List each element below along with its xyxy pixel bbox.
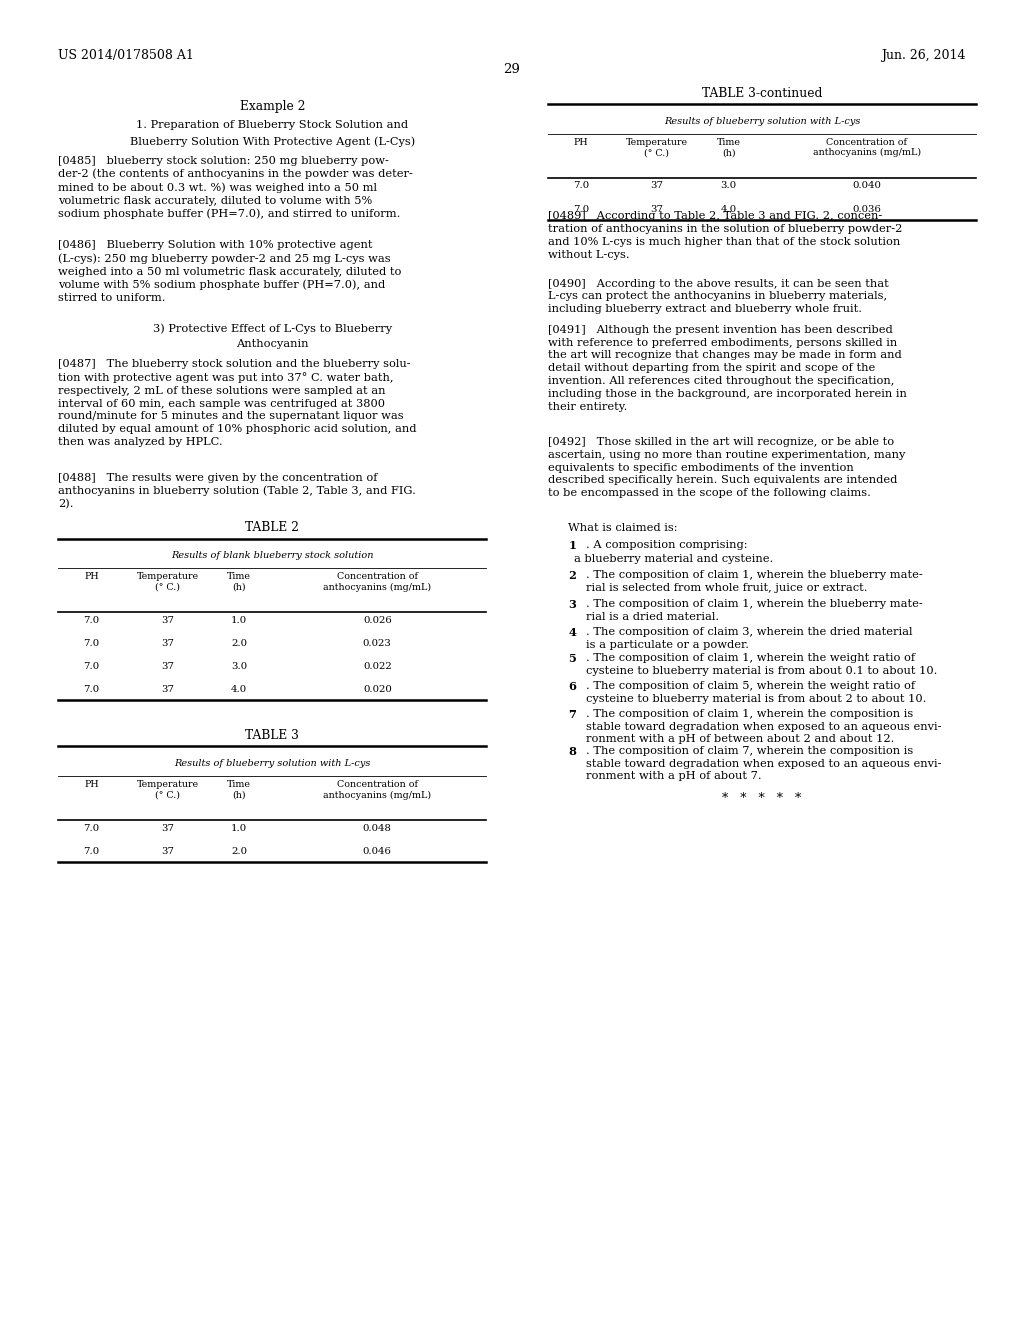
Text: . The composition of claim 3, wherein the dried material
is a particulate or a p: . The composition of claim 3, wherein th… <box>586 627 912 649</box>
Text: 37: 37 <box>161 661 174 671</box>
Text: . The composition of claim 1, wherein the composition is
stable toward degradati: . The composition of claim 1, wherein th… <box>586 709 941 744</box>
Text: 37: 37 <box>161 639 174 648</box>
Text: US 2014/0178508 A1: US 2014/0178508 A1 <box>58 49 195 62</box>
Text: 7.0: 7.0 <box>84 639 99 648</box>
Text: 0.048: 0.048 <box>362 824 392 833</box>
Text: 4.0: 4.0 <box>231 685 247 694</box>
Text: 37: 37 <box>650 205 664 214</box>
Text: . The composition of claim 7, wherein the composition is
stable toward degradati: . The composition of claim 7, wherein th… <box>586 746 941 781</box>
Text: Results of blueberry solution with L-cys: Results of blueberry solution with L-cys <box>174 759 371 768</box>
Text: Temperature
(° C.): Temperature (° C.) <box>136 573 199 591</box>
Text: [0485]   blueberry stock solution: 250 mg blueberry pow-
der-2 (the contents of : [0485] blueberry stock solution: 250 mg … <box>58 156 414 219</box>
Text: 3) Protective Effect of L-Cys to Blueberry: 3) Protective Effect of L-Cys to Blueber… <box>153 323 392 334</box>
Text: 7.0: 7.0 <box>84 685 99 694</box>
Text: 1: 1 <box>568 540 577 550</box>
Text: PH: PH <box>573 137 589 147</box>
Text: 0.020: 0.020 <box>362 685 391 694</box>
Text: Temperature
(° C.): Temperature (° C.) <box>626 137 688 157</box>
Text: TABLE 3-continued: TABLE 3-continued <box>701 87 822 100</box>
Text: 4.0: 4.0 <box>721 205 736 214</box>
Text: 0.023: 0.023 <box>362 639 392 648</box>
Text: . The composition of claim 1, wherein the blueberry mate-
rial is a dried materi: . The composition of claim 1, wherein th… <box>586 599 923 622</box>
Text: PH: PH <box>84 780 99 789</box>
Text: 7: 7 <box>568 709 577 719</box>
Text: 7.0: 7.0 <box>84 824 99 833</box>
Text: 2: 2 <box>568 570 577 581</box>
Text: Anthocyanin: Anthocyanin <box>237 339 308 350</box>
Text: TABLE 3: TABLE 3 <box>246 729 299 742</box>
Text: [0487]   The blueberry stock solution and the blueberry solu-
tion with protecti: [0487] The blueberry stock solution and … <box>58 359 417 447</box>
Text: Blueberry Solution With Protective Agent (L-Cys): Blueberry Solution With Protective Agent… <box>130 136 415 147</box>
Text: TABLE 2: TABLE 2 <box>246 521 299 535</box>
Text: [0491]   Although the present invention has been described
with reference to pre: [0491] Although the present invention ha… <box>548 325 906 412</box>
Text: 1. Preparation of Blueberry Stock Solution and: 1. Preparation of Blueberry Stock Soluti… <box>136 120 409 131</box>
Text: Jun. 26, 2014: Jun. 26, 2014 <box>881 49 966 62</box>
Text: 3: 3 <box>568 599 577 610</box>
Text: PH: PH <box>84 573 99 581</box>
Text: Concentration of
anthocyanins (mg/mL): Concentration of anthocyanins (mg/mL) <box>324 573 431 591</box>
Text: 0.040: 0.040 <box>852 181 882 190</box>
Text: . The composition of claim 1, wherein the weight ratio of
cysteine to blueberry : . The composition of claim 1, wherein th… <box>586 653 937 676</box>
Text: 0.022: 0.022 <box>362 661 391 671</box>
Text: Concentration of
anthocyanins (mg/mL): Concentration of anthocyanins (mg/mL) <box>813 137 921 157</box>
Text: Example 2: Example 2 <box>240 100 305 114</box>
Text: 7.0: 7.0 <box>84 661 99 671</box>
Text: Time
(h): Time (h) <box>227 780 251 800</box>
Text: 1.0: 1.0 <box>231 824 247 833</box>
Text: 3.0: 3.0 <box>231 661 247 671</box>
Text: Results of blueberry solution with L-cys: Results of blueberry solution with L-cys <box>664 116 860 125</box>
Text: a blueberry material and cysteine.: a blueberry material and cysteine. <box>574 554 774 565</box>
Text: Concentration of
anthocyanins (mg/mL): Concentration of anthocyanins (mg/mL) <box>324 780 431 800</box>
Text: 8: 8 <box>568 746 577 756</box>
Text: Temperature
(° C.): Temperature (° C.) <box>136 780 199 800</box>
Text: [0488]   The results were given by the concentration of
anthocyanins in blueberr: [0488] The results were given by the con… <box>58 473 416 510</box>
Text: 7.0: 7.0 <box>573 181 589 190</box>
Text: 3.0: 3.0 <box>721 181 736 190</box>
Text: 37: 37 <box>161 824 174 833</box>
Text: [0492]   Those skilled in the art will recognize, or be able to
ascertain, using: [0492] Those skilled in the art will rec… <box>548 437 905 498</box>
Text: 0.046: 0.046 <box>362 847 392 855</box>
Text: 37: 37 <box>161 615 174 624</box>
Text: Time
(h): Time (h) <box>717 137 740 157</box>
Text: 7.0: 7.0 <box>84 847 99 855</box>
Text: 5: 5 <box>568 653 577 664</box>
Text: 7.0: 7.0 <box>573 205 589 214</box>
Text: 0.026: 0.026 <box>362 615 391 624</box>
Text: *   *   *   *   *: * * * * * <box>722 792 802 805</box>
Text: 1.0: 1.0 <box>231 615 247 624</box>
Text: 2.0: 2.0 <box>231 639 247 648</box>
Text: . The composition of claim 5, wherein the weight ratio of
cysteine to blueberry : . The composition of claim 5, wherein th… <box>586 681 926 704</box>
Text: 29: 29 <box>504 63 520 77</box>
Text: 37: 37 <box>161 847 174 855</box>
Text: Time
(h): Time (h) <box>227 573 251 591</box>
Text: [0489]   According to Table 2, Table 3 and FIG. 2, concen-
tration of anthocyani: [0489] According to Table 2, Table 3 and… <box>548 211 902 260</box>
Text: 6: 6 <box>568 681 577 692</box>
Text: What is claimed is:: What is claimed is: <box>568 523 678 533</box>
Text: [0490]   According to the above results, it can be seen that
L-cys can protect t: [0490] According to the above results, i… <box>548 279 889 314</box>
Text: [0486]   Blueberry Solution with 10% protective agent
(L-cys): 250 mg blueberry : [0486] Blueberry Solution with 10% prote… <box>58 240 401 304</box>
Text: 7.0: 7.0 <box>84 615 99 624</box>
Text: 4: 4 <box>568 627 577 638</box>
Text: . A composition comprising:: . A composition comprising: <box>586 540 748 550</box>
Text: Results of blank blueberry stock solution: Results of blank blueberry stock solutio… <box>171 552 374 560</box>
Text: 37: 37 <box>161 685 174 694</box>
Text: 2.0: 2.0 <box>231 847 247 855</box>
Text: 0.036: 0.036 <box>852 205 882 214</box>
Text: 37: 37 <box>650 181 664 190</box>
Text: . The composition of claim 1, wherein the blueberry mate-
rial is selected from : . The composition of claim 1, wherein th… <box>586 570 923 593</box>
